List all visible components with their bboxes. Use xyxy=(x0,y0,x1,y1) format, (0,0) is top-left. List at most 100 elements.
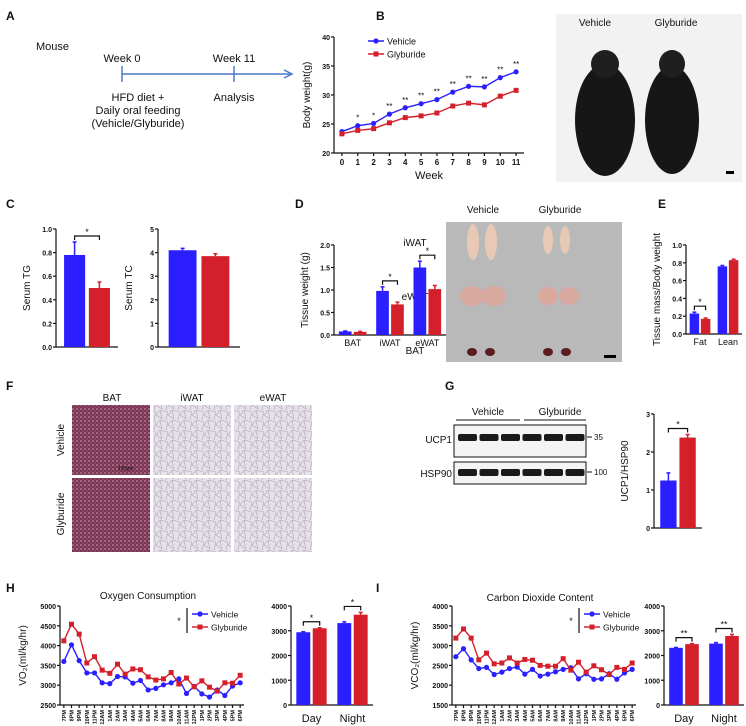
data-point-vehicle xyxy=(99,680,105,686)
data-point-vehicle xyxy=(153,685,159,691)
y-tick-label: 1.0 xyxy=(320,288,330,295)
analysis-label: Analysis xyxy=(214,92,255,104)
data-point-glyburide xyxy=(69,621,74,627)
bar-vehicle xyxy=(717,266,728,334)
bar-glyburide xyxy=(353,331,367,335)
data-point-glyburide xyxy=(629,660,635,666)
data-point-glyburide xyxy=(207,684,212,690)
data-point-glyburide xyxy=(122,671,128,677)
x-tick-label: 0 xyxy=(340,158,345,167)
x-axis-label: Week xyxy=(415,170,443,182)
data-point-glyburide xyxy=(622,666,627,672)
y-tick-label: 2000 xyxy=(271,654,287,661)
data-point-glyburide xyxy=(418,113,424,119)
series-line-vehicle xyxy=(455,647,633,681)
x-tick-label: 7 xyxy=(451,158,456,167)
marker-100: 100 xyxy=(594,468,608,477)
significance-bracket xyxy=(343,605,362,611)
x-tick-label: 9PM xyxy=(77,710,83,722)
legend-label: Vehicle xyxy=(387,37,416,47)
data-point-glyburide xyxy=(497,93,503,99)
blot-group-glyburide: Glyburide xyxy=(539,407,582,418)
data-point-vehicle xyxy=(514,664,520,670)
x-tick-label: Day xyxy=(674,713,694,725)
blot-protein-hsp90: HSP90 xyxy=(420,469,452,480)
data-point-vehicle xyxy=(476,665,482,672)
histology-row-glyburide: Glyburide xyxy=(56,492,67,535)
legend-label: Glyburide xyxy=(603,623,640,633)
x-tick-label: 3AM xyxy=(123,710,129,722)
y-tick-label: 25 xyxy=(322,122,330,129)
y-tick-label: 0.6 xyxy=(672,279,682,286)
data-point-glyburide xyxy=(386,120,392,126)
data-point-glyburide xyxy=(107,670,113,676)
significance-stars: * xyxy=(177,616,181,626)
significance-stars: * xyxy=(351,597,355,607)
data-point-glyburide xyxy=(513,87,519,93)
y-tick-label: 40 xyxy=(322,35,330,42)
ucp1-band xyxy=(522,434,542,441)
x-tick-label: 9AM xyxy=(561,710,567,722)
legend-label: Glyburide xyxy=(387,50,426,60)
significance-stars: ** xyxy=(386,102,392,111)
bar-vehicle xyxy=(669,647,683,705)
x-tick-label: 7PM xyxy=(62,710,68,722)
y-axis-label: Serum TG xyxy=(22,265,33,311)
significance-stars: * xyxy=(310,613,314,623)
x-tick-label: 3AM xyxy=(515,710,521,722)
chart-d: 0.0 0.5 1.0 1.5 2.0 Tissue weight (g) BAT iWAT *… xyxy=(300,243,446,348)
arrow-head-icon xyxy=(283,69,294,79)
x-tick-label: 12AM xyxy=(492,710,498,725)
x-tick-label: 1PM xyxy=(592,710,598,722)
data-point-glyburide xyxy=(450,103,456,109)
x-tick-label: 6AM xyxy=(146,710,152,722)
data-point-glyburide xyxy=(614,664,620,670)
x-tick-label: 10AM xyxy=(177,710,183,725)
data-point-vehicle xyxy=(529,666,536,672)
significance-stars: ** xyxy=(418,92,424,101)
bar-vehicle xyxy=(168,250,197,347)
data-point-glyburide xyxy=(115,661,120,667)
bar-glyburide xyxy=(700,318,711,334)
x-tick-label: BAT xyxy=(344,338,361,348)
data-point-glyburide xyxy=(214,688,220,694)
data-point-glyburide xyxy=(468,635,474,641)
y-tick-label: 4000 xyxy=(644,604,660,611)
panel-label-c: C xyxy=(6,197,15,211)
y-axis-label: Body weight(g) xyxy=(302,62,313,129)
data-point-vehicle xyxy=(386,111,393,117)
y-tick-label: 3000 xyxy=(644,629,660,636)
data-point-vehicle xyxy=(68,642,75,648)
bar-glyburide xyxy=(725,635,739,705)
western-blot: Vehicle Glyburide UCP1 HSP90 35 100 xyxy=(420,407,608,485)
bar-glyburide xyxy=(679,437,696,528)
x-tick-label: Night xyxy=(711,713,737,725)
x-tick-label: 2PM xyxy=(208,710,214,722)
ucp1-band xyxy=(544,434,563,441)
y-axis-label: Serum TC xyxy=(124,265,135,310)
data-point-glyburide xyxy=(599,667,604,673)
y-tick-label: 0.4 xyxy=(42,298,52,305)
y-tick-label: 0 xyxy=(656,703,660,710)
chart-title-oxygen: Oxygen Consumption xyxy=(100,591,196,602)
x-tick-label: 4AM xyxy=(523,710,529,722)
x-tick-label: 7PM xyxy=(454,710,460,722)
significance-bracket xyxy=(381,280,399,285)
ucp1-band xyxy=(501,434,520,441)
data-point-vehicle xyxy=(370,120,377,127)
x-tick-label: 4PM xyxy=(615,710,621,722)
data-point-vehicle xyxy=(537,673,543,679)
series-line-vehicle xyxy=(341,71,517,133)
data-point-glyburide xyxy=(434,110,440,116)
x-tick-label: 8AM xyxy=(162,710,168,722)
panel-label-d: D xyxy=(295,197,304,211)
x-tick-label: 9 xyxy=(482,158,487,167)
data-point-vehicle xyxy=(107,681,113,687)
y-tick-label: 4500 xyxy=(40,624,56,631)
data-point-glyburide xyxy=(84,660,90,666)
data-point-vehicle xyxy=(522,671,528,677)
data-point-glyburide xyxy=(402,115,408,121)
x-tick-label: 4 xyxy=(403,158,408,167)
y-tick-label: 1.0 xyxy=(42,227,52,234)
